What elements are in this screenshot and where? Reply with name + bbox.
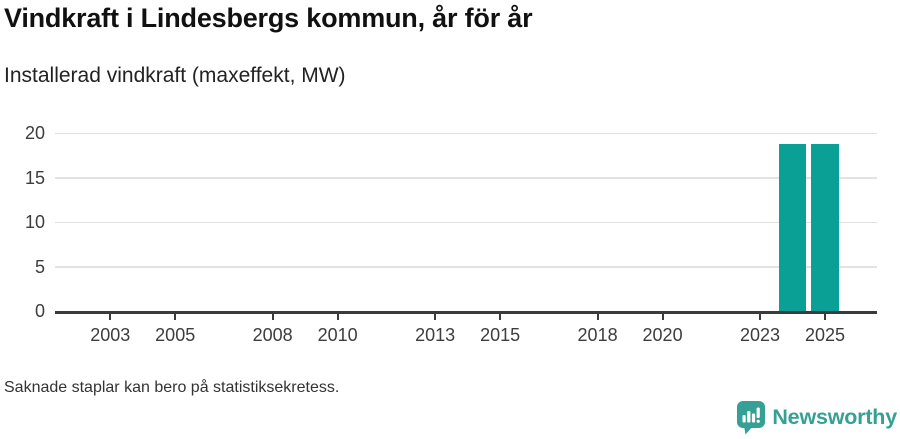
- newsworthy-logo-icon: [736, 400, 766, 435]
- x-tick-label-2020: 2020: [642, 325, 683, 345]
- x-tick-2020: [661, 314, 664, 320]
- y-tick-label-5: 5: [34, 256, 45, 277]
- chart-area: 0 5 10 15 20 2003 2005 2008 2010 2013 2015 2018 2020…: [0, 123, 900, 363]
- x-tick-2023: [759, 314, 762, 320]
- x-tick-2003: [109, 314, 112, 320]
- plot-area: [55, 132, 877, 314]
- x-tick-2013: [434, 314, 437, 320]
- gridline-y-5: [55, 266, 877, 268]
- x-tick-label-2018: 2018: [577, 325, 618, 345]
- x-tick-label-2025: 2025: [804, 325, 846, 345]
- gridline-y-10: [55, 221, 877, 223]
- chart-subtitle: Installerad vindkraft (maxeffekt, MW): [4, 64, 346, 87]
- gridline-y-20: [55, 132, 877, 134]
- brand: Newsworthy: [736, 400, 897, 435]
- x-tick-2010: [336, 314, 339, 320]
- bar-2024: [778, 143, 807, 311]
- x-tick-label-2015: 2015: [480, 325, 521, 345]
- x-tick-label-2008: 2008: [252, 325, 293, 345]
- x-tick-label-2003: 2003: [90, 325, 131, 345]
- chart-title: Vindkraft i Lindesbergs kommun, år för å…: [4, 3, 533, 33]
- x-tick-2005: [174, 314, 177, 320]
- y-tick-label-10: 10: [24, 212, 45, 232]
- brand-name: Newsworthy: [772, 405, 897, 429]
- x-tick-label-2023: 2023: [740, 325, 781, 345]
- x-tick-2015: [499, 314, 502, 320]
- x-tick-label-2010: 2010: [317, 325, 358, 345]
- x-tick-2018: [596, 314, 599, 320]
- y-tick-label-15: 15: [24, 167, 45, 188]
- x-tick-2008: [271, 314, 274, 320]
- y-tick-label-0: 0: [34, 301, 45, 321]
- x-tick-2025: [824, 314, 827, 320]
- x-tick-label-2013: 2013: [415, 325, 456, 345]
- y-tick-label-20: 20: [24, 123, 45, 143]
- x-tick-label-2005: 2005: [155, 325, 196, 345]
- footnote: Saknade staplar kan bero på statistiksek…: [4, 379, 340, 396]
- bar-2025: [811, 143, 839, 311]
- gridline-y-15: [55, 177, 877, 179]
